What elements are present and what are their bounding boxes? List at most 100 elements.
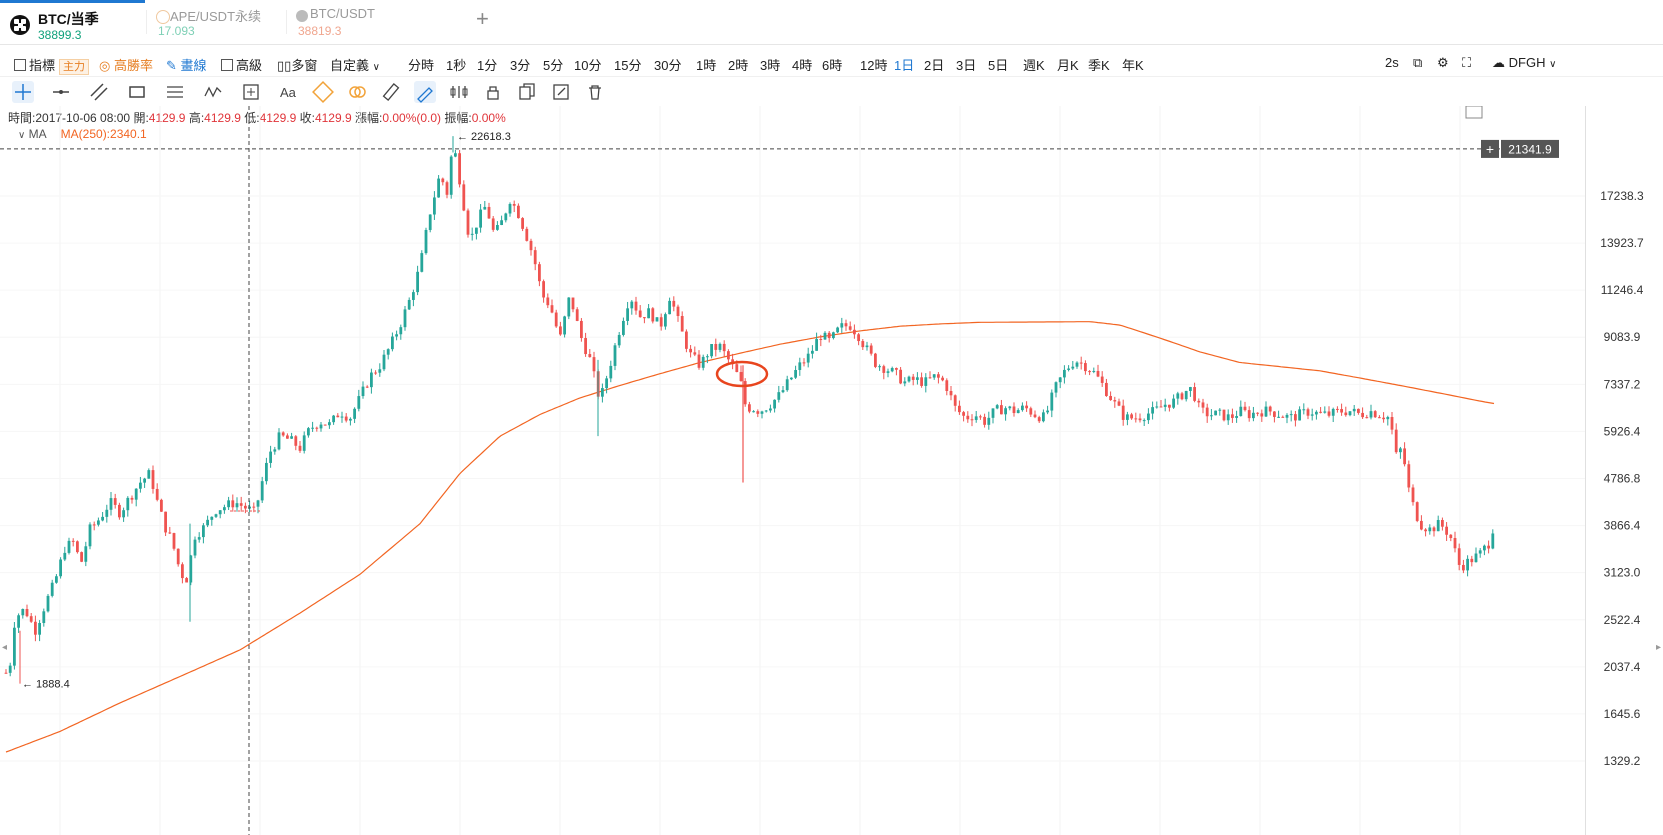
candle-body xyxy=(890,368,894,372)
interval-2[interactable]: 1秒 xyxy=(446,58,467,73)
tab-name: BTC/USDT xyxy=(310,6,375,21)
candle-body xyxy=(1138,418,1142,421)
open-label: 開: xyxy=(133,111,149,125)
okx-logo-icon xyxy=(296,10,308,22)
fullscreen-icon[interactable]: ⛶ xyxy=(1462,55,1472,70)
candle-body xyxy=(391,336,394,350)
candle-body xyxy=(1369,411,1373,418)
candle-body xyxy=(134,488,138,500)
open-value: 4129.9 xyxy=(148,111,186,125)
change-label: 漲幅: xyxy=(355,111,383,125)
tab-price: 38819.3 xyxy=(298,24,342,38)
keep-drawing-tool[interactable] xyxy=(414,81,436,103)
candle-body xyxy=(832,332,835,339)
candle-body xyxy=(17,615,20,628)
lock-icon[interactable] xyxy=(482,81,504,103)
interval-10[interactable]: 2時 xyxy=(728,58,749,73)
advanced-button[interactable]: 高級 xyxy=(221,55,262,74)
candle-body xyxy=(1071,366,1075,369)
candle-body xyxy=(248,506,251,509)
win-rate-label: 高勝率 xyxy=(113,58,153,73)
candle-body xyxy=(1436,519,1440,532)
candle-body xyxy=(483,206,487,210)
magnet-tool[interactable] xyxy=(312,81,334,103)
measure-tool[interactable] xyxy=(240,81,262,103)
custom-dropdown[interactable]: 自定義 ∨ xyxy=(330,55,380,74)
candle-body xyxy=(882,366,886,373)
win-rate-button[interactable]: ◎ 高勝率 xyxy=(99,55,153,74)
interval-16[interactable]: 2日 xyxy=(924,58,945,73)
drawing-button[interactable]: ✎ 畫線 xyxy=(166,55,207,74)
interval-22[interactable]: 年K xyxy=(1122,58,1144,73)
candle-body xyxy=(273,449,277,452)
indicators-button[interactable]: 指標 主力 xyxy=(14,55,90,75)
interval-4[interactable]: 3分 xyxy=(510,58,531,73)
candle-body xyxy=(538,264,541,282)
refresh-rate[interactable]: 2s xyxy=(1385,55,1399,70)
candle-body xyxy=(504,213,508,221)
crosshair-tool[interactable] xyxy=(12,81,34,103)
candle-body xyxy=(1121,405,1125,420)
tab-name: BTC/当季 xyxy=(38,11,99,27)
tab-btc-usdt[interactable]: BTC/USDT 38819.3 xyxy=(286,0,446,44)
parallel-channel-tool[interactable] xyxy=(88,81,110,103)
candle-body xyxy=(113,498,117,505)
tab-ape-usdt[interactable]: APE/USDT永续 17.093 xyxy=(146,0,286,44)
show-hide-tool[interactable] xyxy=(448,81,470,103)
candle-body xyxy=(848,326,852,330)
candle-body xyxy=(1176,393,1180,399)
candle-body xyxy=(403,309,407,328)
interval-11[interactable]: 3時 xyxy=(760,58,781,73)
interval-19[interactable]: 週K xyxy=(1023,58,1045,73)
interval-8[interactable]: 30分 xyxy=(654,58,682,73)
candle-body xyxy=(298,445,302,451)
candle-body xyxy=(1113,400,1117,402)
interval-21[interactable]: 季K xyxy=(1088,58,1110,73)
interval-1[interactable]: 分時 xyxy=(408,58,435,73)
theme-dropdown[interactable]: ☁ DFGH ∨ xyxy=(1492,55,1556,71)
interval-6[interactable]: 10分 xyxy=(574,58,602,73)
candle-body xyxy=(1470,558,1474,563)
ma-legend[interactable]: ∨ MA MA(250):2340.1 xyxy=(18,127,147,141)
interval-18[interactable]: 5日 xyxy=(988,58,1009,73)
trash-icon[interactable] xyxy=(584,81,606,103)
fibonacci-tool[interactable] xyxy=(164,81,186,103)
candle-body xyxy=(1357,408,1360,413)
candle-body xyxy=(223,507,226,511)
candle-body xyxy=(374,372,377,374)
candle-body xyxy=(265,462,268,482)
interval-9[interactable]: 1時 xyxy=(696,58,717,73)
interval-14[interactable]: 12時 xyxy=(860,58,888,73)
wave-tool[interactable] xyxy=(202,81,224,103)
candle-body xyxy=(878,366,881,368)
strong-magnet-tool[interactable] xyxy=(346,81,368,103)
popout-icon[interactable]: ⧉ xyxy=(1413,55,1423,70)
interval-20[interactable]: 月K xyxy=(1057,58,1079,73)
candle-body xyxy=(193,539,197,556)
edit-icon[interactable] xyxy=(550,81,572,103)
candle-body xyxy=(601,388,604,397)
interval-15[interactable]: 1日 xyxy=(894,58,915,73)
candle-body xyxy=(1336,408,1339,410)
interval-13[interactable]: 6時 xyxy=(822,58,843,73)
interval-17[interactable]: 3日 xyxy=(956,58,977,73)
candle-body xyxy=(315,427,319,429)
interval-3[interactable]: 1分 xyxy=(477,58,498,73)
interval-5[interactable]: 5分 xyxy=(543,58,564,73)
price-chart[interactable]: 17238.3 13923.7 11246.4 9083.9 7337.2 5926.4 4… xyxy=(0,106,1663,835)
copy-icon[interactable] xyxy=(516,81,538,103)
candle-body xyxy=(1289,414,1293,416)
horizontal-line-tool[interactable] xyxy=(50,81,72,103)
text-tool[interactable]: Aa xyxy=(278,81,300,103)
ruler-tool[interactable] xyxy=(380,81,402,103)
settings-icon[interactable]: ⚙ xyxy=(1437,55,1449,70)
main-badge: 主力 xyxy=(59,59,90,75)
interval-12[interactable]: 4時 xyxy=(792,58,813,73)
multi-window-button[interactable]: ▯▯多窗 xyxy=(277,55,317,74)
interval-7[interactable]: 15分 xyxy=(614,58,642,73)
rectangle-tool[interactable] xyxy=(126,81,148,103)
candle-body xyxy=(294,436,298,446)
ape-coin-icon xyxy=(156,10,170,24)
tab-btc-quarterly[interactable]: BTC/当季 38899.3 xyxy=(0,0,145,44)
add-tab-button[interactable]: + xyxy=(476,6,489,31)
